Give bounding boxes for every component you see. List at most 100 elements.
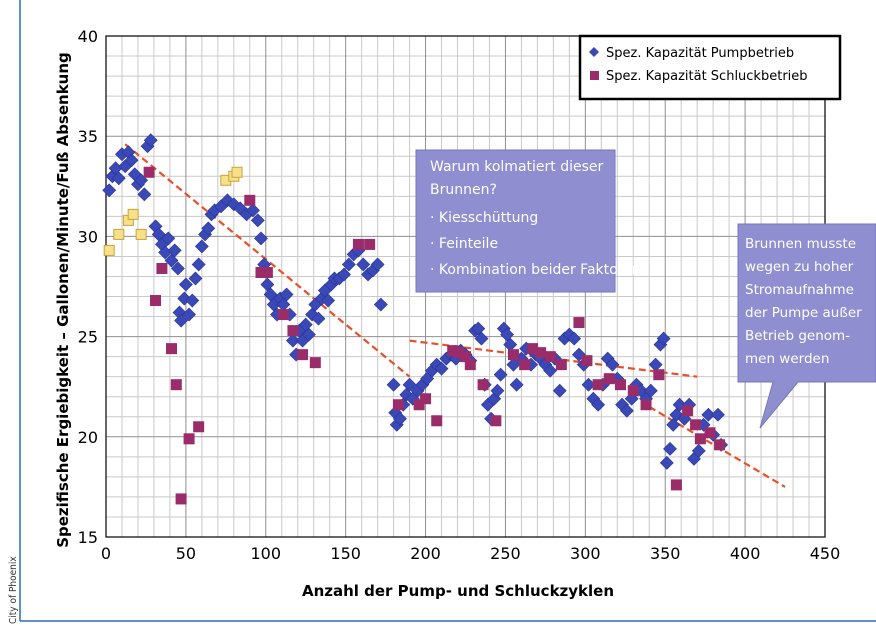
callout-kolmatiert-bullet2: · Feinteile — [430, 236, 498, 252]
callout-kolmatiert: Warum kolmatiert dieser Brunnen? · Kiess… — [415, 149, 641, 293]
pump-point — [691, 443, 706, 458]
pump-point — [509, 377, 524, 392]
pump-point — [506, 357, 521, 372]
callout-kolmatiert-line1: Warum kolmatiert dieser — [430, 159, 604, 175]
schluck-point — [535, 347, 547, 359]
callout-shutdown-line5: Betrieb genom- — [745, 328, 850, 344]
pump-point — [246, 203, 260, 218]
chart-panel: 15 20 25 30 35 40 0 50 100 150 200 250 300 350 400 450… — [18, 0, 876, 623]
pump-point — [201, 221, 216, 236]
callout-shutdown-line1: Brunnen musste — [745, 236, 856, 252]
schluck-point — [640, 399, 652, 411]
pump-point — [137, 187, 152, 202]
schluck-point — [166, 343, 178, 355]
pump-point — [301, 327, 316, 342]
schluck-point — [413, 399, 425, 411]
pump-point — [111, 171, 126, 186]
pump-point — [490, 383, 505, 398]
schluck-point-early — [103, 244, 115, 256]
x-tick-label: 50 — [176, 544, 196, 563]
pump-point — [170, 261, 185, 276]
pump-point — [321, 293, 336, 308]
series-schluckbetrieb — [103, 166, 726, 505]
pump-point — [337, 267, 351, 282]
pump-point — [543, 363, 558, 378]
pump-point — [188, 271, 203, 286]
schluck-point — [694, 433, 706, 445]
legend: Spez. Kapazität Pumpbetrieb Spez. Kapazi… — [578, 34, 842, 101]
schluck-point — [431, 415, 443, 427]
schluck-point — [420, 393, 432, 405]
x-tick-label: 0 — [101, 544, 111, 563]
pump-point — [164, 253, 179, 268]
schluck-point — [544, 351, 556, 363]
schluck-point — [297, 349, 309, 361]
schluck-point — [193, 421, 205, 433]
schluck-point — [175, 493, 187, 505]
x-tick-label: 450 — [810, 544, 841, 563]
pump-point — [567, 331, 582, 346]
y-tick-labels: 15 20 25 30 35 40 — [78, 27, 98, 547]
pump-point — [311, 311, 326, 326]
callout-shutdown-line4: der Pumpe außer — [745, 305, 862, 321]
schluck-point — [714, 439, 726, 451]
schluck-point — [277, 309, 289, 321]
legend-box — [578, 34, 842, 101]
schluck-point — [309, 357, 321, 369]
pump-point — [194, 239, 209, 254]
schluck-point-early — [113, 228, 125, 240]
pump-point — [124, 153, 139, 168]
y-tick-label: 30 — [78, 227, 98, 246]
callout-kolmatiert-shape — [415, 149, 616, 293]
x-tick-labels: 0 50 100 150 200 250 300 350 400 450 — [101, 544, 840, 563]
callout-shutdown-line2: wegen zu hoher — [745, 259, 854, 275]
legend-schluck-label: Spez. Kapazität Schluckbetrieb — [606, 69, 808, 84]
schluck-point — [627, 385, 639, 397]
y-tick-label: 25 — [78, 328, 98, 347]
schluck-point — [519, 359, 531, 371]
trendline — [124, 143, 411, 378]
schluck-point — [244, 194, 256, 206]
y-tick-label: 35 — [78, 127, 98, 146]
pump-point — [711, 407, 725, 422]
pump-point — [605, 357, 620, 372]
pump-point — [370, 257, 385, 272]
legend-pump-marker — [589, 47, 599, 57]
pump-point — [434, 361, 449, 376]
pump-point — [279, 287, 294, 302]
x-tick-label: 150 — [330, 544, 361, 563]
schluck-point — [477, 379, 489, 391]
pump-point — [552, 383, 567, 398]
schluck-point — [690, 419, 702, 431]
legend-schluck-marker — [590, 71, 599, 80]
pump-point — [656, 331, 671, 346]
y-axis-label: Spezifische Ergiebigkeit – Gallonen/Minu… — [54, 52, 72, 548]
x-tick-label: 300 — [570, 544, 601, 563]
pump-point — [254, 231, 268, 246]
schluck-point — [592, 379, 604, 391]
x-tick-label: 200 — [410, 544, 441, 563]
callout-shutdown-shape — [737, 223, 876, 429]
schluck-point — [183, 433, 195, 445]
schluck-point — [704, 427, 716, 439]
schluck-point-early — [231, 166, 243, 178]
schluck-point — [603, 373, 615, 385]
callout-kolmatiert-bullet3: · Kombination beider Faktoren — [430, 262, 641, 278]
schluck-point — [364, 238, 376, 250]
callout-kolmatiert-bullet1: · Kiesschüttung — [430, 210, 538, 226]
pump-point — [663, 441, 677, 456]
schluck-point — [490, 415, 502, 427]
pump-point — [386, 377, 401, 392]
pump-point — [286, 333, 300, 348]
y-tick-label: 40 — [78, 27, 98, 46]
schluck-point — [555, 359, 567, 371]
schluck-point — [682, 405, 694, 417]
pump-point — [659, 455, 674, 470]
schluck-point-early — [127, 208, 139, 220]
x-tick-label: 350 — [650, 544, 681, 563]
pump-point — [102, 183, 117, 198]
pump-point — [191, 257, 206, 272]
schluck-point — [352, 238, 364, 250]
pump-point — [591, 397, 606, 412]
pump-point — [643, 383, 658, 398]
